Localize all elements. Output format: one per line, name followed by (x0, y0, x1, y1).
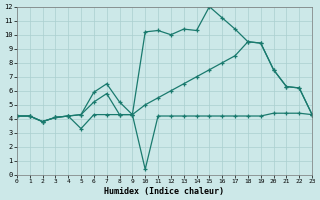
X-axis label: Humidex (Indice chaleur): Humidex (Indice chaleur) (104, 187, 224, 196)
